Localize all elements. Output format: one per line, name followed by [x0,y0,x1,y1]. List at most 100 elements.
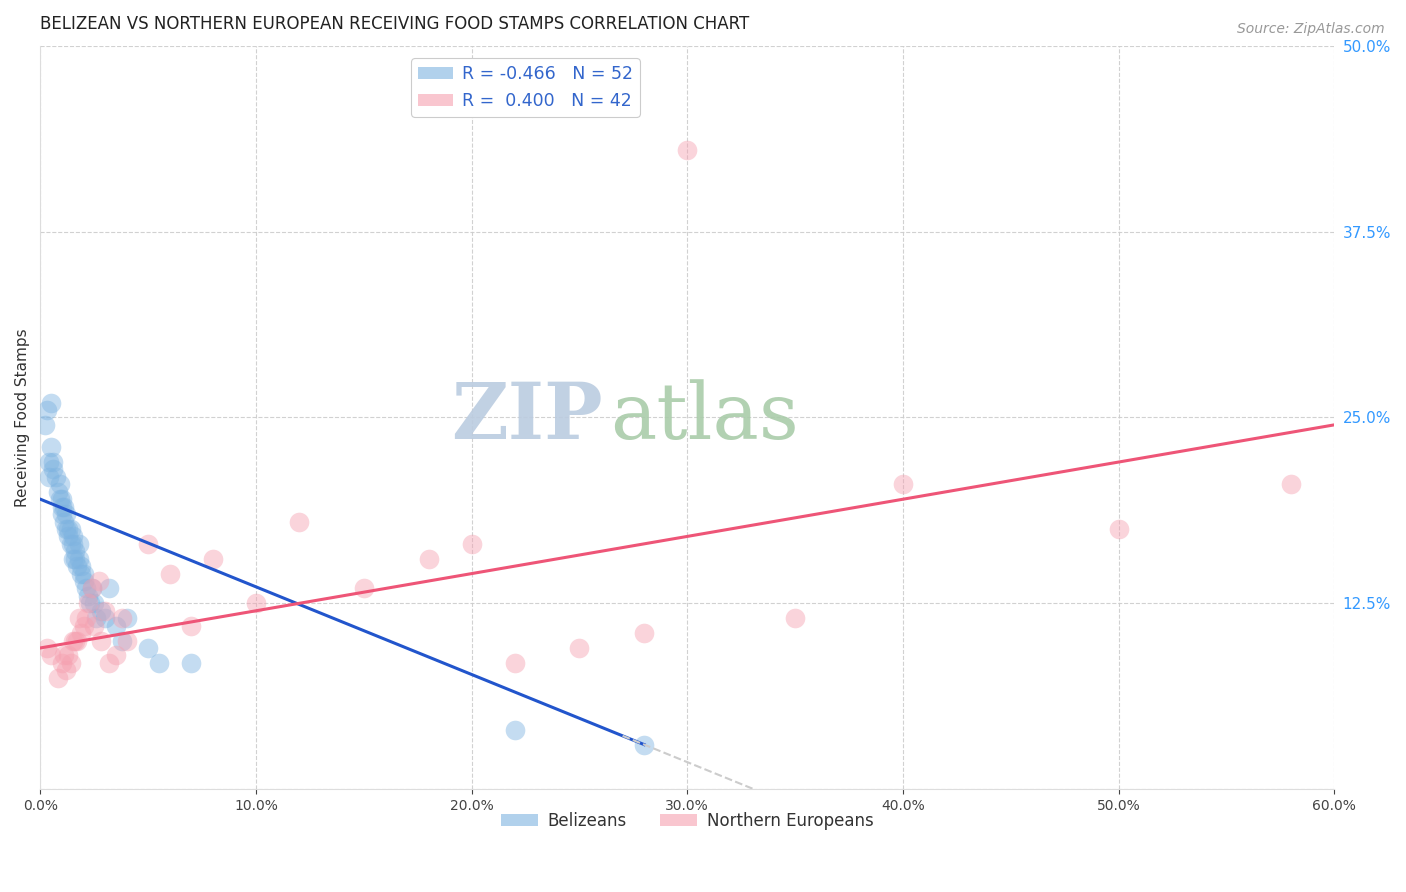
Point [94,604,117,618]
Point [72,618,94,632]
Point [1108,522,1130,536]
Point [35,403,58,417]
Point [353,582,375,596]
Point [39,395,62,409]
Y-axis label: Receiving Food Stamps: Receiving Food Stamps [15,328,30,507]
Point [1279,477,1302,491]
Point [76,596,98,610]
Text: Source: ZipAtlas.com: Source: ZipAtlas.com [1237,22,1385,37]
Point [87,574,110,588]
Point [568,640,591,655]
Point [104,618,127,632]
Point [59,522,82,536]
Point [633,626,655,640]
Point [58,522,80,536]
Point [55,663,77,677]
Point [55,522,77,536]
Point [180,656,202,670]
Point [104,648,127,663]
Point [67,611,90,625]
Point [111,611,134,625]
Point [67,551,90,566]
Point [83,618,105,632]
Point [82,582,104,596]
Point [59,656,82,670]
Point [44,470,66,484]
Point [42,455,65,469]
Point [115,633,138,648]
Point [53,515,76,529]
Point [180,618,202,632]
Point [66,633,89,648]
Point [67,537,90,551]
Point [58,529,80,543]
Point [51,507,73,521]
Point [90,633,112,648]
Point [70,559,93,574]
Point [51,492,73,507]
Point [72,566,94,581]
Legend: Belizeans, Northern Europeans: Belizeans, Northern Europeans [495,805,880,837]
Point [63,633,86,648]
Point [62,551,84,566]
Point [51,500,73,514]
Point [59,537,82,551]
Point [136,640,159,655]
Point [46,484,69,499]
Point [891,477,914,491]
Point [94,611,117,625]
Point [503,656,526,670]
Point [39,440,62,454]
Point [53,648,76,663]
Point [75,611,97,625]
Point [79,596,101,610]
Point [159,566,181,581]
Point [111,633,134,648]
Text: BELIZEAN VS NORTHERN EUROPEAN RECEIVING FOOD STAMPS CORRELATION CHART: BELIZEAN VS NORTHERN EUROPEAN RECEIVING … [41,15,749,33]
Point [460,537,482,551]
Point [72,574,94,588]
Point [115,611,138,625]
Point [38,455,60,469]
Point [66,559,89,574]
Point [83,596,105,610]
Point [418,551,440,566]
Point [86,611,108,625]
Point [245,596,267,610]
Point [136,537,159,551]
Point [148,656,170,670]
Point [46,671,69,685]
Point [503,723,526,737]
Point [42,462,65,476]
Point [75,582,97,596]
Point [90,604,112,618]
Point [49,477,72,491]
Point [62,529,84,543]
Point [70,566,93,581]
Point [633,738,655,752]
Point [82,582,104,596]
Point [62,537,84,551]
Point [70,626,93,640]
Point [98,582,121,596]
Point [98,656,121,670]
Point [53,500,76,514]
Point [58,648,80,663]
Point [35,640,58,655]
Point [785,611,807,625]
Point [39,648,62,663]
Point [49,492,72,507]
Point [62,633,84,648]
Point [34,417,56,432]
Point [676,143,699,157]
Text: atlas: atlas [610,379,799,455]
Point [63,544,86,558]
Point [51,656,73,670]
Point [38,470,60,484]
Point [76,589,98,603]
Point [55,507,77,521]
Text: ZIP: ZIP [451,379,603,456]
Point [288,515,311,529]
Point [63,551,86,566]
Point [201,551,224,566]
